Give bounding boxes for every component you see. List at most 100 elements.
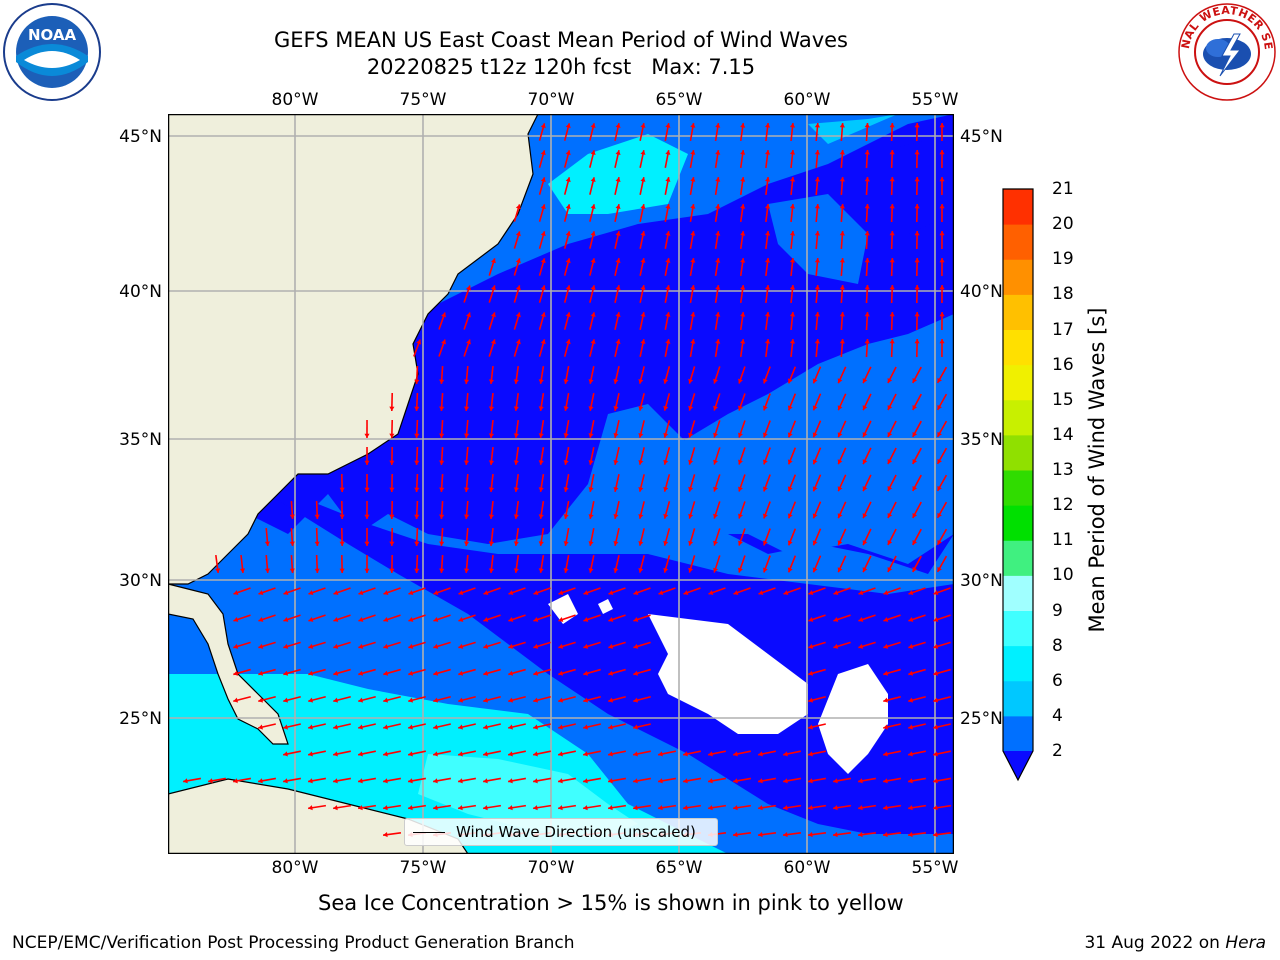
- wind-wave-arrow-head: [538, 568, 544, 573]
- lon-label-bottom: 65°W: [655, 858, 703, 878]
- wind-wave-arrow-head: [508, 805, 513, 811]
- wind-wave-arrow-head: [583, 590, 589, 596]
- wind-wave-arrow-head: [933, 778, 938, 784]
- wind-wave-arrow-head: [508, 697, 514, 703]
- wind-wave-arrow-head: [914, 258, 920, 263]
- wind-wave-arrow-head: [383, 643, 389, 649]
- wind-wave-arrow-head: [663, 459, 669, 465]
- colorbar-step: [1003, 470, 1033, 506]
- wind-wave-arrow-head: [439, 460, 445, 465]
- wind-wave-arrow-head: [233, 590, 239, 596]
- wind-wave-arrow-head: [862, 513, 868, 519]
- wind-wave-arrow-head: [590, 258, 596, 264]
- wind-wave-arrow-head: [808, 643, 814, 649]
- wind-wave-arrow-head: [912, 404, 918, 410]
- wind-wave-arrow-head: [333, 617, 339, 622]
- wind-wave-arrow-head: [333, 778, 338, 784]
- wind-wave-arrow-head: [608, 670, 614, 676]
- wind-wave-arrow-head: [389, 406, 395, 411]
- colorbar-tick-label: 13: [1052, 460, 1074, 480]
- wind-wave-arrow-head: [590, 177, 596, 183]
- wind-wave-arrow-head: [258, 778, 263, 784]
- wind-wave-arrow-head: [762, 567, 768, 573]
- wind-wave-arrow-head: [608, 590, 614, 596]
- mask-region: [818, 664, 888, 774]
- wind-wave-arrow-head: [464, 514, 470, 519]
- wind-wave-arrow-head: [713, 540, 718, 546]
- wind-wave-arrow-head: [464, 406, 470, 411]
- wind-wave-arrow-head: [762, 513, 768, 519]
- wind-wave-arrow-head: [508, 724, 513, 730]
- wind-wave-arrow-head: [565, 339, 571, 345]
- wind-wave-arrow-head: [933, 643, 939, 649]
- wind-wave-arrow-head: [864, 231, 870, 236]
- wind-wave-arrow-head: [883, 832, 888, 838]
- wind-wave-arrow-head: [688, 459, 694, 465]
- colorbar-tick-label: 9: [1052, 600, 1063, 621]
- wind-wave-arrow-head: [758, 778, 763, 784]
- wind-wave-arrow-head: [883, 724, 888, 730]
- wind-wave-arrow-head: [839, 123, 845, 128]
- wind-wave-arrow-head: [590, 339, 596, 345]
- wind-wave-arrow-head: [833, 617, 839, 622]
- wind-wave-arrow-head: [862, 567, 868, 573]
- wind-wave-arrow-head: [937, 539, 942, 545]
- wind-wave-arrow-head: [914, 150, 920, 155]
- wind-wave-arrow-head: [333, 590, 339, 596]
- wind-wave-arrow-head: [333, 643, 339, 649]
- wind-wave-arrow-head: [858, 778, 863, 784]
- wind-wave-arrow-head: [789, 204, 796, 209]
- wind-wave-arrow-head: [515, 258, 521, 264]
- wind-wave-arrow-head: [912, 377, 918, 383]
- wind-wave-arrow-head: [740, 285, 746, 290]
- wind-wave-arrow-head: [464, 568, 470, 573]
- wind-wave-arrow-head: [808, 832, 813, 838]
- wind-wave-arrow-head: [389, 487, 395, 492]
- lon-label-bottom: 80°W: [271, 858, 319, 878]
- wind-wave-arrow-head: [887, 405, 893, 411]
- wind-wave-arrow-head: [383, 670, 389, 676]
- wind-wave-arrow-head: [533, 617, 539, 622]
- wind-wave-arrow-head: [558, 617, 564, 622]
- wind-wave-arrow-head: [389, 541, 395, 546]
- wind-wave-arrow-head: [233, 670, 239, 676]
- wind-wave-arrow-head: [837, 567, 843, 573]
- wind-wave-arrow-head: [563, 541, 569, 546]
- wind-wave-arrow-head: [889, 231, 895, 236]
- wind-wave-arrow-head: [683, 805, 688, 811]
- wind-wave-arrow-head: [183, 778, 188, 784]
- wind-wave-arrow-head: [665, 339, 671, 344]
- colorbar-step: [1003, 224, 1033, 260]
- wind-wave-arrow-head: [740, 177, 746, 182]
- colorbar-step: [1003, 364, 1033, 401]
- wind-wave-arrow-head: [508, 590, 514, 596]
- wind-wave-arrow-head: [933, 590, 939, 596]
- wind-wave-arrow-head: [588, 541, 594, 546]
- wind-wave-arrow-head: [289, 514, 295, 519]
- wind-wave-arrow-head: [740, 258, 746, 263]
- colorbar-tick-label: 12: [1052, 495, 1074, 516]
- wind-wave-arrow-head: [887, 432, 893, 438]
- colorbar-tick-label: 8: [1052, 635, 1063, 656]
- wind-wave-arrow-head: [464, 487, 470, 492]
- wind-wave-arrow-head: [513, 379, 519, 384]
- wind-wave-arrow-head: [937, 512, 942, 518]
- lon-label-bottom: 75°W: [399, 858, 447, 878]
- wind-wave-arrow-head: [765, 285, 771, 290]
- wind-wave-arrow-head: [458, 617, 464, 622]
- wind-wave-arrow-head: [333, 805, 338, 811]
- wind-wave-arrow-head: [358, 670, 364, 676]
- wind-wave-arrow-head: [583, 617, 589, 622]
- map-legend: Wind Wave Direction (unscaled): [404, 818, 718, 846]
- wind-wave-arrow-head: [490, 312, 496, 318]
- wind-wave-arrow-head: [839, 339, 845, 344]
- wind-wave-arrow-head: [583, 805, 588, 811]
- wind-wave-arrow-head: [258, 670, 264, 676]
- wind-wave-arrow-head: [416, 339, 422, 345]
- wind-wave-arrow-head: [615, 339, 621, 344]
- wind-wave-arrow-head: [264, 541, 270, 546]
- wind-wave-arrow-head: [864, 150, 870, 155]
- wind-wave-arrow-head: [690, 312, 696, 317]
- colorbar-tick-label: 17: [1052, 319, 1074, 340]
- wind-wave-arrow-head: [740, 231, 746, 236]
